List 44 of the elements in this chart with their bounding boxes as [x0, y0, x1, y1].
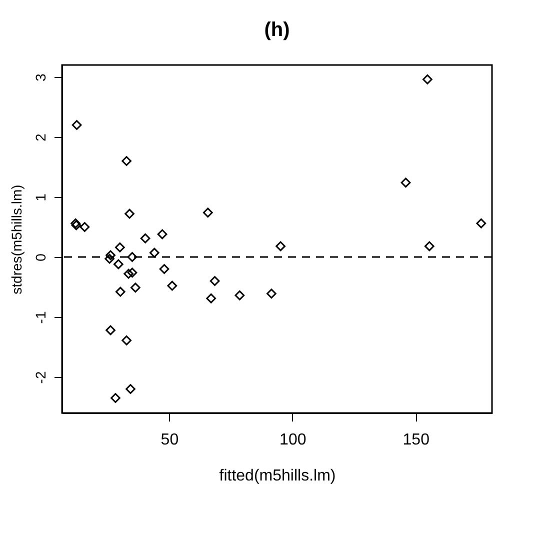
- point: [110, 393, 120, 403]
- point: [424, 241, 434, 252]
- y-tick-label: 0: [32, 253, 48, 262]
- y-tick-label: 2: [32, 133, 48, 142]
- x-axis-title: fitted(m5hills.lm): [219, 468, 336, 484]
- point: [234, 290, 245, 300]
- point: [127, 268, 138, 278]
- point: [106, 325, 116, 336]
- point: [210, 276, 220, 286]
- x-tick-label: 150: [402, 432, 430, 448]
- point: [149, 248, 160, 258]
- point: [206, 293, 216, 304]
- x-tick-label: 50: [160, 432, 179, 448]
- point: [80, 222, 90, 232]
- point: [106, 250, 116, 260]
- point: [157, 229, 168, 240]
- y-tick-label: -1: [32, 311, 48, 324]
- point: [167, 280, 178, 291]
- point: [124, 208, 134, 219]
- point: [140, 233, 150, 244]
- point: [422, 74, 432, 84]
- point: [115, 286, 126, 297]
- point: [127, 252, 138, 262]
- y-tick-label: 3: [32, 73, 48, 82]
- point: [122, 156, 132, 166]
- y-tick-label: 1: [32, 193, 48, 202]
- point: [266, 288, 276, 299]
- point: [476, 218, 486, 228]
- x-tick-label: 100: [280, 432, 306, 448]
- point: [113, 259, 124, 270]
- point: [126, 384, 136, 394]
- point: [72, 120, 82, 130]
- point: [122, 335, 132, 346]
- point: [104, 254, 114, 264]
- point: [276, 241, 286, 252]
- point: [202, 208, 213, 218]
- point: [159, 264, 170, 274]
- point: [114, 242, 125, 252]
- y-axis-title: stdres(m5hills.lm): [8, 184, 24, 294]
- point: [124, 268, 134, 279]
- point: [400, 178, 411, 188]
- point: [130, 282, 140, 293]
- y-tick-label: -2: [32, 371, 48, 384]
- chart-title: (h): [264, 19, 290, 41]
